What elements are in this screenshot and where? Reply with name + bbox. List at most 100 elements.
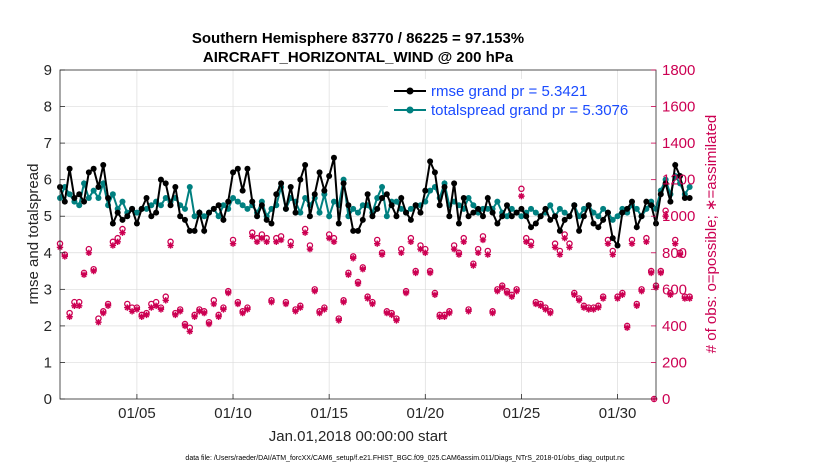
obs-assimilated-marker (407, 238, 415, 246)
y-tick-label-right: 1000 (662, 208, 695, 225)
rmse-point (244, 165, 251, 172)
rmse-point (470, 209, 477, 216)
rmse-point (643, 198, 650, 205)
rmse-point (201, 227, 208, 234)
rmse-point (638, 213, 645, 220)
rmse-point (148, 213, 155, 220)
obs-assimilated-marker (566, 244, 573, 251)
y-tick-label-right: 0 (662, 391, 670, 408)
rmse-point (282, 205, 289, 212)
obs-assimilated-marker (595, 304, 602, 311)
rmse-point (278, 180, 285, 187)
obs-assimilated-marker (667, 291, 674, 299)
chart-title-line1: Southern Hemisphere 83770 / 86225 = 97.1… (192, 30, 524, 47)
obs-assimilated-marker (609, 251, 616, 258)
rmse-point (330, 154, 337, 161)
rmse-point (90, 165, 97, 172)
rmse-point (186, 227, 193, 234)
spread-point (547, 202, 554, 209)
spread-point (220, 202, 227, 209)
obs-assimilated-marker (398, 249, 405, 256)
obs-assimilated-marker (638, 287, 645, 295)
obs-assimilated-marker (128, 308, 136, 315)
obs-assimilated-marker (662, 213, 669, 220)
spread-point (407, 205, 414, 212)
obs-assimilated-marker (542, 306, 549, 313)
rmse-point (249, 198, 256, 205)
obs-assimilated-marker (503, 289, 511, 297)
obs-assimilated-marker (325, 234, 333, 242)
obs-assimilated-marker (287, 242, 294, 249)
spread-point (609, 216, 616, 223)
rmse-point (460, 194, 467, 201)
spread-point (326, 213, 333, 220)
y-tick-label-right: 600 (662, 281, 687, 298)
obs-assimilated-marker (518, 192, 525, 200)
obs-assimilated-marker (85, 249, 93, 256)
legend-spread-marker (406, 106, 414, 114)
obs-assimilated-marker (354, 280, 362, 288)
rmse-point (595, 224, 602, 231)
rmse-point (422, 187, 429, 194)
rmse-point (345, 202, 352, 209)
rmse-point (206, 209, 212, 216)
obs-assimilated-marker (244, 306, 251, 313)
obs-assimilated-marker (225, 289, 232, 297)
obs-assimilated-marker (465, 308, 472, 315)
obs-assimilated-marker (374, 240, 381, 247)
obs-assimilated-marker (340, 298, 347, 306)
rmse-point (436, 202, 443, 209)
obs-assimilated-marker (143, 311, 150, 319)
obs-assimilated-marker (547, 309, 554, 317)
obs-assimilated-marker (215, 313, 222, 320)
spread-point (85, 194, 92, 201)
footer-data-file: data file: /Users/raeder/DAI/ATM_forcXX/… (185, 455, 625, 462)
spread-point (504, 213, 510, 220)
rmse-point (508, 213, 515, 220)
rmse-point (350, 227, 357, 234)
obs-assimilated-marker (191, 313, 198, 320)
obs-assimilated-marker (301, 229, 309, 236)
obs-assimilated-marker (167, 242, 174, 249)
rmse-point (677, 173, 684, 180)
rmse-point (648, 202, 655, 209)
rmse-point (667, 198, 674, 205)
rmse-point (172, 183, 179, 190)
obs-assimilated-marker (455, 251, 463, 258)
rmse-point (114, 209, 121, 216)
rmse-point (383, 191, 390, 198)
rmse-point (585, 202, 592, 209)
rmse-point (403, 209, 410, 216)
rmse-point (162, 180, 169, 187)
rmse-point (417, 209, 424, 216)
rmse-point (306, 213, 313, 220)
obs-assimilated-marker (628, 240, 636, 247)
obs-assimilated-marker (479, 236, 487, 244)
obs-assimilated-marker (277, 236, 285, 244)
obs-assimilated-marker (676, 251, 684, 258)
obs-assimilated-marker (446, 309, 453, 317)
x-tick-label: 01/30 (599, 405, 637, 422)
rmse-point (590, 220, 597, 227)
rmse-point (528, 224, 535, 231)
rmse-point (513, 209, 520, 216)
obs-assimilated-marker (349, 255, 357, 262)
obs-assimilated-marker (273, 238, 280, 246)
spread-point (427, 187, 434, 194)
rmse-point (287, 183, 294, 190)
rmse-point (109, 220, 116, 227)
rmse-point (662, 180, 669, 187)
spread-point (302, 194, 309, 201)
obs-assimilated-marker (229, 240, 237, 247)
rmse-point (566, 213, 573, 220)
obs-assimilated-marker (359, 266, 367, 273)
rmse-point (633, 224, 640, 231)
obs-assimilated-marker (369, 300, 376, 308)
rmse-point (234, 165, 241, 172)
y-tick-label-right: 1800 (662, 62, 695, 79)
obs-assimilated-marker (383, 309, 391, 317)
rmse-point (215, 202, 222, 209)
y-tick-label-left: 9 (44, 62, 52, 79)
rmse-point (614, 242, 621, 249)
spread-point (239, 202, 246, 209)
